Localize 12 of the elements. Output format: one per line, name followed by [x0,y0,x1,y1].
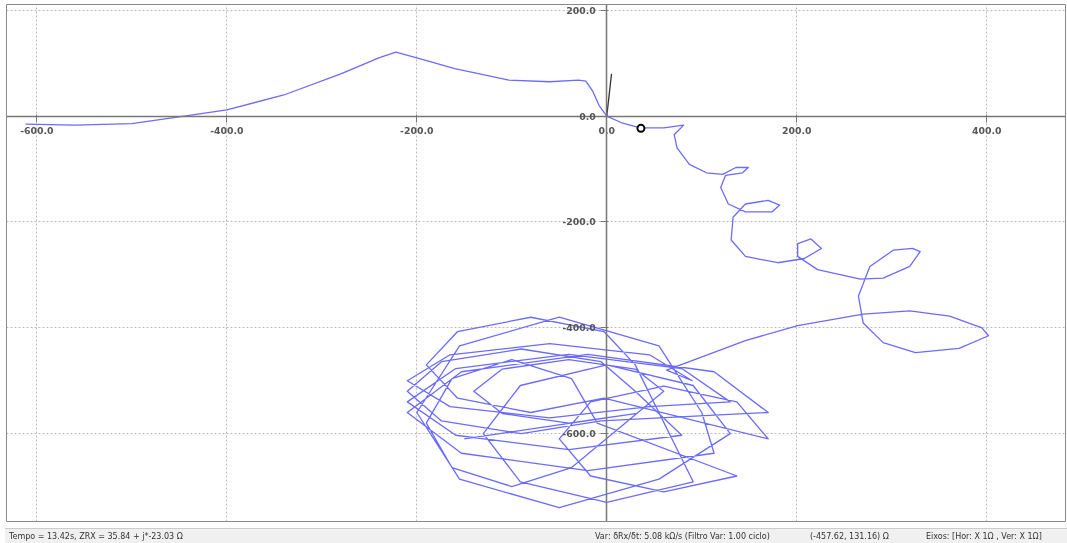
x-tick-label: -600.0 [20,125,55,137]
y-tick-label: -600.0 [562,428,597,440]
text: (-457.62, 131.16) Ω [810,531,889,543]
x-tick-label: -400.0 [210,125,245,137]
text: Tempo = 13.42s, ZRX = 35.84 + j*-23.03 Ω [9,531,183,543]
y-tick-label: -200.0 [562,216,597,228]
x-tick-label: 200.0 [781,125,812,137]
text: Var: δRx/δt: 5.08 kΩ/s (Filtro Var: 1.00 ciclo) [595,531,770,543]
y-tick-label: 200.0 [566,4,597,16]
text: Eixos: [Hor: X 1Ω , Ver: X 1Ω] [926,531,1042,543]
x-tick-label: 400.0 [971,125,1002,137]
x-tick-label: -200.0 [400,125,434,137]
